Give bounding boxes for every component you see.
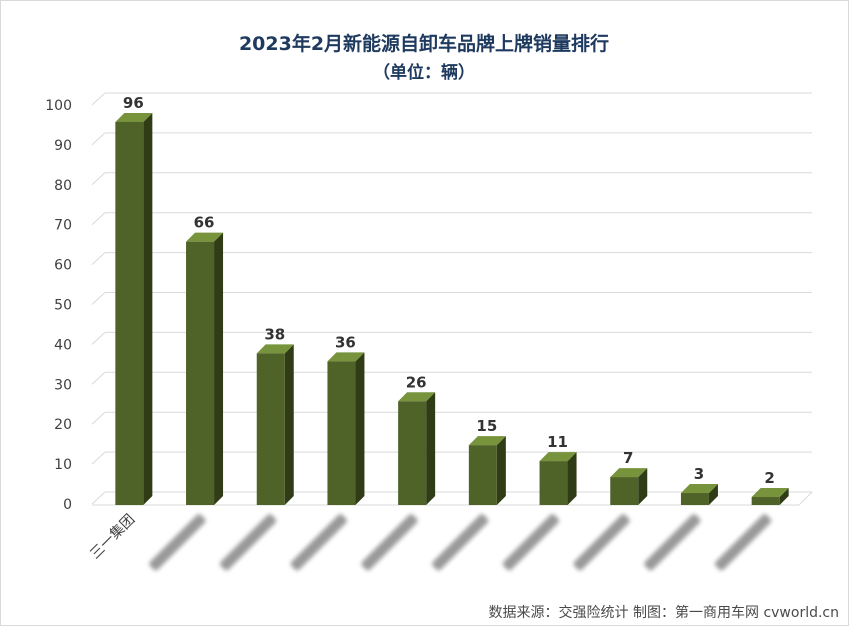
y-tick-label: 100 xyxy=(45,98,72,114)
bar-top xyxy=(398,392,436,402)
x-tick-label-blurred xyxy=(644,514,701,571)
bar-top xyxy=(327,352,365,362)
gridline-side xyxy=(91,451,106,465)
y-tick-label: 50 xyxy=(54,298,72,314)
bar-side xyxy=(496,436,506,505)
bar-front xyxy=(115,121,144,506)
data-label: 26 xyxy=(406,373,427,391)
chart-subtitle: （单位：辆） xyxy=(373,62,475,83)
y-tick-label: 20 xyxy=(54,417,72,433)
data-label: 2 xyxy=(764,469,774,487)
bar-side xyxy=(355,352,365,505)
y-tick-label: 10 xyxy=(54,457,72,473)
data-label: 66 xyxy=(194,214,215,232)
bar xyxy=(327,352,365,505)
bar xyxy=(115,112,153,506)
x-tick-label-blurred xyxy=(361,514,418,571)
x-tick-label-blurred xyxy=(290,514,347,571)
gridline-side xyxy=(91,292,106,305)
floor-edge xyxy=(798,491,813,506)
bar-top xyxy=(680,484,718,494)
y-tick-label: 90 xyxy=(54,138,72,154)
gridline-side xyxy=(91,411,106,425)
x-tick-label-blurred xyxy=(502,514,560,571)
bar-top xyxy=(610,468,648,478)
bar-side xyxy=(638,468,648,505)
bar-front xyxy=(539,461,568,505)
data-label: 7 xyxy=(623,449,633,467)
bar xyxy=(610,468,648,505)
bars: 96 66 38 36 26 15 11 7 3 2 xyxy=(115,94,789,506)
bar-top xyxy=(539,452,577,462)
gridline-side xyxy=(91,491,106,505)
data-label: 15 xyxy=(476,417,497,435)
data-label: 96 xyxy=(123,94,144,112)
bar-front xyxy=(751,497,780,505)
gridline-side xyxy=(91,212,106,226)
source-note: 数据来源：交强险统计 制图：第一商用车网 cvworld.cn xyxy=(488,605,839,621)
gridline-side xyxy=(91,172,106,186)
bar-side xyxy=(567,452,577,505)
bar-front xyxy=(186,241,215,505)
bar-front xyxy=(610,477,639,505)
bar-top xyxy=(186,232,224,242)
data-label: 11 xyxy=(547,433,568,451)
bar-front xyxy=(398,401,427,505)
y-tick-label: 0 xyxy=(63,497,72,513)
bar xyxy=(680,484,718,505)
category-labels: 三一集团 xyxy=(87,511,772,571)
gridline-side xyxy=(91,252,106,265)
x-tick-label: 三一集团 xyxy=(87,511,139,563)
bar-front xyxy=(680,493,709,505)
bar xyxy=(186,232,224,505)
bar-side xyxy=(214,232,224,505)
data-label: 3 xyxy=(694,465,704,483)
y-tick-label: 80 xyxy=(54,178,72,194)
x-tick-label-blurred xyxy=(714,514,772,571)
data-label: 36 xyxy=(335,333,356,351)
bar-front xyxy=(327,361,356,505)
gridline-side xyxy=(91,132,106,146)
bar-top xyxy=(256,344,294,354)
bar-side xyxy=(143,112,153,506)
bar-side xyxy=(284,344,294,505)
bar xyxy=(539,452,577,505)
y-tick-label: 60 xyxy=(54,258,72,274)
bar-front xyxy=(468,445,497,505)
bar-front xyxy=(256,353,285,505)
bar xyxy=(398,392,436,505)
y-tick-label: 30 xyxy=(54,377,72,393)
bar-side xyxy=(708,484,718,505)
bar xyxy=(256,344,294,505)
x-tick-label-blurred xyxy=(149,514,206,571)
y-axis: 0 10 20 30 40 50 60 70 80 90 100 xyxy=(45,98,72,513)
gridline-side xyxy=(91,371,106,385)
bar xyxy=(468,436,506,505)
x-tick-label-blurred xyxy=(573,514,630,571)
chart-title: 2023年2月新能源自卸车品牌上牌销量排行 xyxy=(239,32,609,55)
bar-top xyxy=(468,436,506,446)
data-label: 38 xyxy=(264,325,285,343)
x-tick-label-blurred xyxy=(432,514,489,571)
y-tick-label: 70 xyxy=(54,218,72,234)
bar-side xyxy=(426,392,436,505)
bar-top xyxy=(751,488,789,498)
gridline-side xyxy=(91,92,106,106)
y-tick-label: 40 xyxy=(54,337,72,353)
bar-side xyxy=(779,488,789,505)
bar-top xyxy=(115,112,153,122)
x-tick-label-blurred xyxy=(220,514,277,571)
bar xyxy=(751,488,789,505)
gridline-side xyxy=(91,332,106,345)
